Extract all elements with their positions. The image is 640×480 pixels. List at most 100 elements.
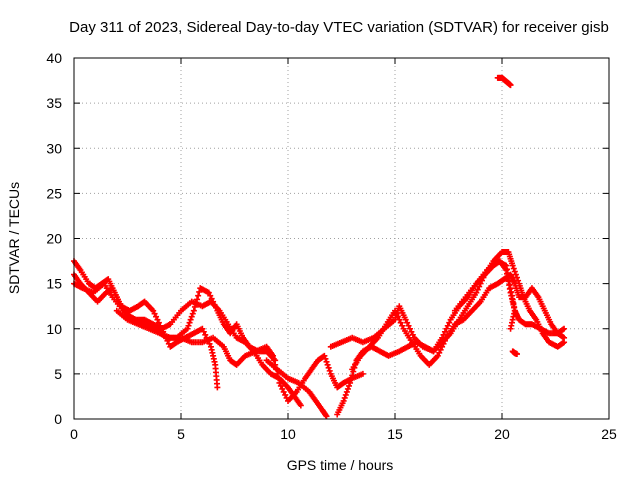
data-point bbox=[279, 385, 286, 392]
data-point bbox=[441, 337, 448, 344]
data-point bbox=[192, 300, 199, 307]
series-outlier-low bbox=[509, 348, 520, 358]
data-point bbox=[342, 391, 349, 398]
y-axis-label: SDTVAR / TECUs bbox=[6, 182, 22, 294]
data-point bbox=[151, 310, 158, 317]
data-point bbox=[404, 319, 411, 326]
data-point bbox=[392, 307, 398, 314]
data-point bbox=[185, 322, 192, 329]
data-point bbox=[399, 322, 406, 329]
data-point bbox=[326, 367, 333, 374]
data-point bbox=[507, 82, 514, 89]
data-point bbox=[441, 328, 448, 335]
tick-labels: 0 5 10 15 20 25 0 5 10 15 20 25 30 35 40 bbox=[46, 50, 617, 442]
data-point bbox=[150, 307, 157, 314]
data-point bbox=[561, 325, 568, 332]
data-point bbox=[214, 384, 221, 391]
y-tick-label: 10 bbox=[46, 321, 62, 337]
data-point bbox=[443, 325, 450, 332]
data-point bbox=[211, 301, 218, 308]
data-point bbox=[282, 391, 289, 398]
data-point bbox=[188, 313, 195, 320]
data-point bbox=[280, 388, 287, 395]
data-point bbox=[202, 331, 209, 338]
data-point bbox=[322, 355, 329, 362]
data-point bbox=[343, 388, 350, 395]
data-point bbox=[275, 375, 282, 382]
data-point bbox=[394, 313, 401, 320]
series-outlier-high bbox=[494, 74, 514, 89]
data-point bbox=[513, 351, 520, 358]
y-tick-label: 35 bbox=[46, 95, 62, 111]
data-point bbox=[437, 346, 444, 353]
data-point bbox=[507, 325, 514, 332]
data-point bbox=[397, 319, 404, 326]
data-point bbox=[325, 364, 332, 371]
chart-title: Day 311 of 2023, Sidereal Day-to-day VTE… bbox=[69, 19, 609, 36]
data-point bbox=[436, 349, 443, 356]
data-point bbox=[321, 352, 328, 359]
data-point bbox=[359, 370, 366, 377]
data-point bbox=[189, 310, 196, 317]
data-point bbox=[446, 319, 453, 326]
data-point bbox=[184, 325, 191, 332]
data-point bbox=[323, 413, 330, 420]
x-tick-label: 25 bbox=[601, 426, 617, 442]
data-point bbox=[200, 328, 207, 335]
data-point bbox=[194, 296, 201, 303]
data-point bbox=[270, 352, 277, 359]
data-point bbox=[276, 379, 283, 386]
data-points bbox=[71, 74, 568, 420]
data-point bbox=[323, 358, 330, 365]
data-point bbox=[344, 385, 351, 392]
data-point bbox=[153, 313, 160, 320]
data-point bbox=[406, 325, 413, 332]
series-track-i bbox=[451, 258, 518, 332]
y-tick-label: 30 bbox=[46, 140, 62, 156]
data-point bbox=[196, 288, 203, 295]
x-tick-label: 20 bbox=[494, 426, 510, 442]
data-point bbox=[510, 265, 517, 272]
data-point bbox=[408, 328, 415, 335]
data-point bbox=[208, 295, 215, 302]
y-tick-label: 25 bbox=[46, 185, 62, 201]
x-tick-label: 5 bbox=[177, 426, 185, 442]
data-point bbox=[154, 316, 161, 323]
x-tick-label: 0 bbox=[70, 426, 78, 442]
data-point bbox=[402, 316, 409, 323]
data-point bbox=[340, 397, 347, 404]
data-point bbox=[345, 382, 352, 389]
data-point bbox=[341, 394, 348, 401]
data-point bbox=[348, 376, 355, 383]
data-point bbox=[195, 292, 202, 299]
data-point bbox=[511, 268, 518, 275]
data-point bbox=[405, 322, 412, 329]
y-tick-label: 40 bbox=[46, 50, 62, 66]
data-point bbox=[212, 304, 219, 311]
data-point bbox=[393, 310, 400, 317]
y-tick-label: 20 bbox=[46, 231, 62, 247]
data-point bbox=[186, 319, 193, 326]
data-point bbox=[199, 325, 206, 332]
plot-frame bbox=[73, 57, 610, 420]
data-point bbox=[191, 303, 198, 310]
data-point bbox=[210, 298, 217, 305]
x-tick-label: 10 bbox=[280, 426, 296, 442]
data-point bbox=[439, 343, 446, 350]
data-point bbox=[297, 402, 304, 409]
data-point bbox=[474, 286, 481, 293]
data-point bbox=[187, 316, 194, 323]
data-point bbox=[434, 352, 441, 359]
data-point bbox=[277, 382, 284, 389]
data-point bbox=[349, 372, 356, 379]
data-point bbox=[271, 357, 278, 364]
y-tick-label: 0 bbox=[54, 411, 62, 427]
data-point bbox=[396, 316, 403, 323]
data-point bbox=[324, 361, 331, 368]
data-point bbox=[473, 289, 480, 296]
y-tick-label: 15 bbox=[46, 276, 62, 292]
data-point bbox=[561, 334, 568, 341]
x-tick-label: 15 bbox=[387, 426, 403, 442]
data-point bbox=[444, 322, 451, 329]
